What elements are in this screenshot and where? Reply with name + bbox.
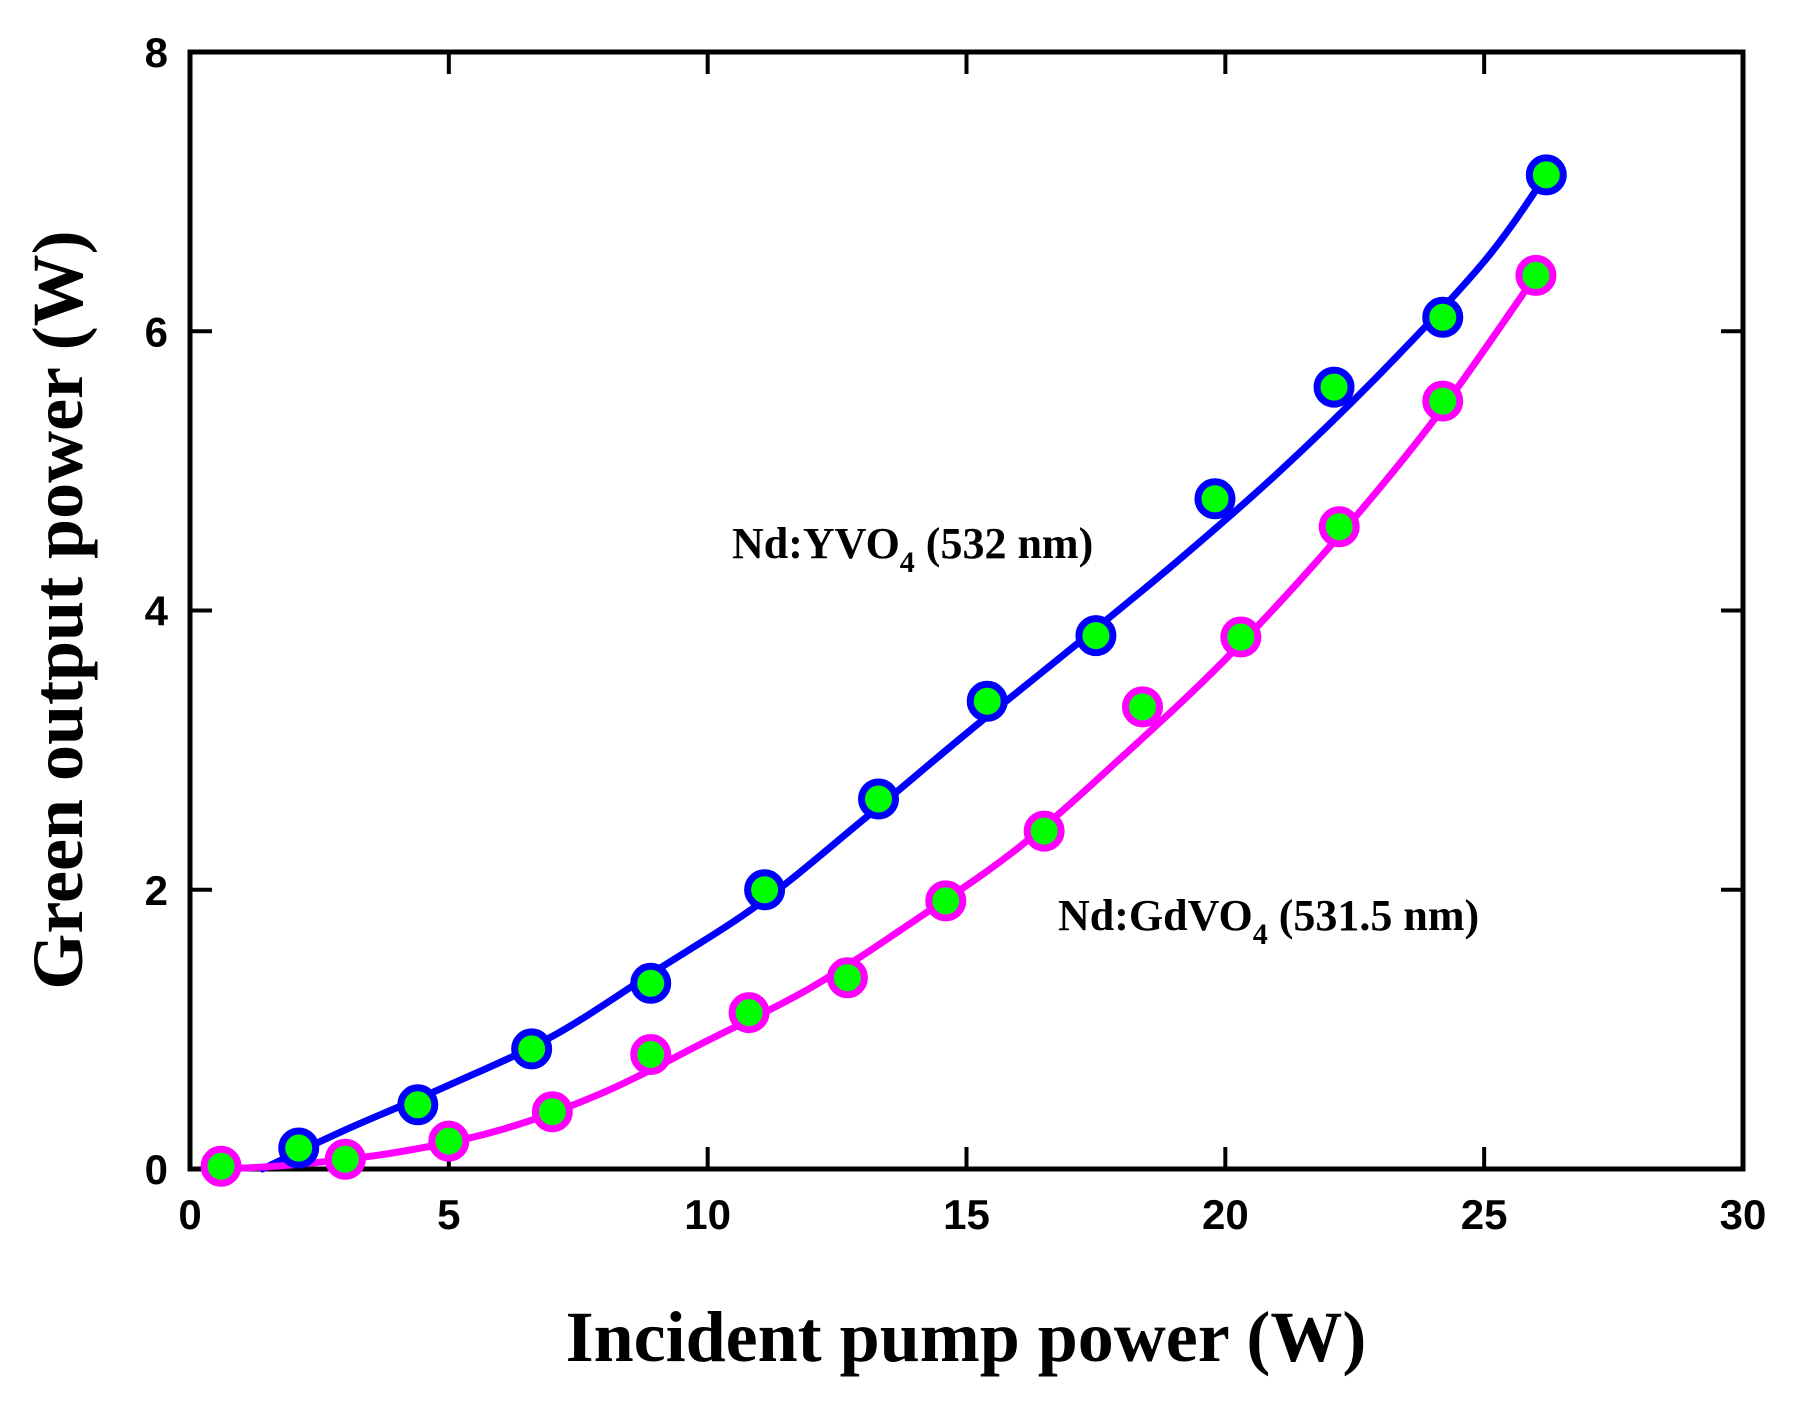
x-tick-label: 10 [684,1191,731,1238]
data-point-series-1 [925,880,967,922]
y-tick-label: 6 [145,308,168,355]
data-point-series-0 [278,1127,320,1169]
fit-line-series-0 [258,171,1550,1173]
data-point-series-0 [1422,296,1464,338]
x-tick-label: 25 [1461,1191,1508,1238]
annotation-ndgdvo4: Nd:GdVO4 (531.5 nm) [1058,891,1479,951]
y-tick-label: 8 [145,29,168,76]
plot-frame [187,49,1746,1172]
data-point-series-0 [1194,478,1236,520]
data-point-series-1 [1515,254,1557,296]
axis-ticks [188,50,1745,1171]
x-tick-label: 0 [178,1191,201,1238]
x-tick-label: 5 [437,1191,460,1238]
fit-curves [217,171,1550,1173]
x-axis-title: Incident pump power (W) [566,1297,1367,1377]
tick-labels: 0 5 10 15 20 25 30 0 2 4 6 8 [145,29,1767,1238]
x-tick-label: 15 [943,1191,990,1238]
data-point-series-0 [966,680,1008,722]
data-point-series-1 [1318,506,1360,548]
data-point-series-0 [397,1084,439,1126]
annotation-ndyvo4: Nd:YVO4 (532 nm) [732,519,1093,579]
data-point-series-1 [728,992,770,1034]
data-point-series-1 [428,1120,470,1162]
data-point-series-1 [826,957,868,999]
data-point-series-0 [1313,366,1355,408]
data-point-series-0 [511,1028,553,1070]
data-point-series-0 [630,962,672,1004]
data-point-series-1 [1422,380,1464,422]
data-point-series-0 [1075,615,1117,657]
data-point-series-0 [744,869,786,911]
fit-line-series-1 [217,271,1540,1173]
x-tick-label: 30 [1720,1191,1767,1238]
data-points [200,154,1567,1187]
data-point-series-1 [1023,810,1065,852]
data-point-series-1 [200,1145,242,1187]
x-tick-label: 20 [1202,1191,1249,1238]
data-point-series-1 [630,1034,672,1076]
data-point-series-1 [531,1091,573,1133]
data-point-series-0 [857,778,899,820]
data-point-series-1 [1122,686,1164,728]
y-tick-label: 4 [145,588,169,635]
data-point-series-1 [324,1138,366,1180]
data-point-series-0 [1525,154,1567,196]
data-point-series-1 [1220,616,1262,658]
y-axis-title: Green output power (W) [18,230,98,989]
y-tick-label: 2 [145,867,168,914]
y-tick-label: 0 [145,1146,168,1193]
